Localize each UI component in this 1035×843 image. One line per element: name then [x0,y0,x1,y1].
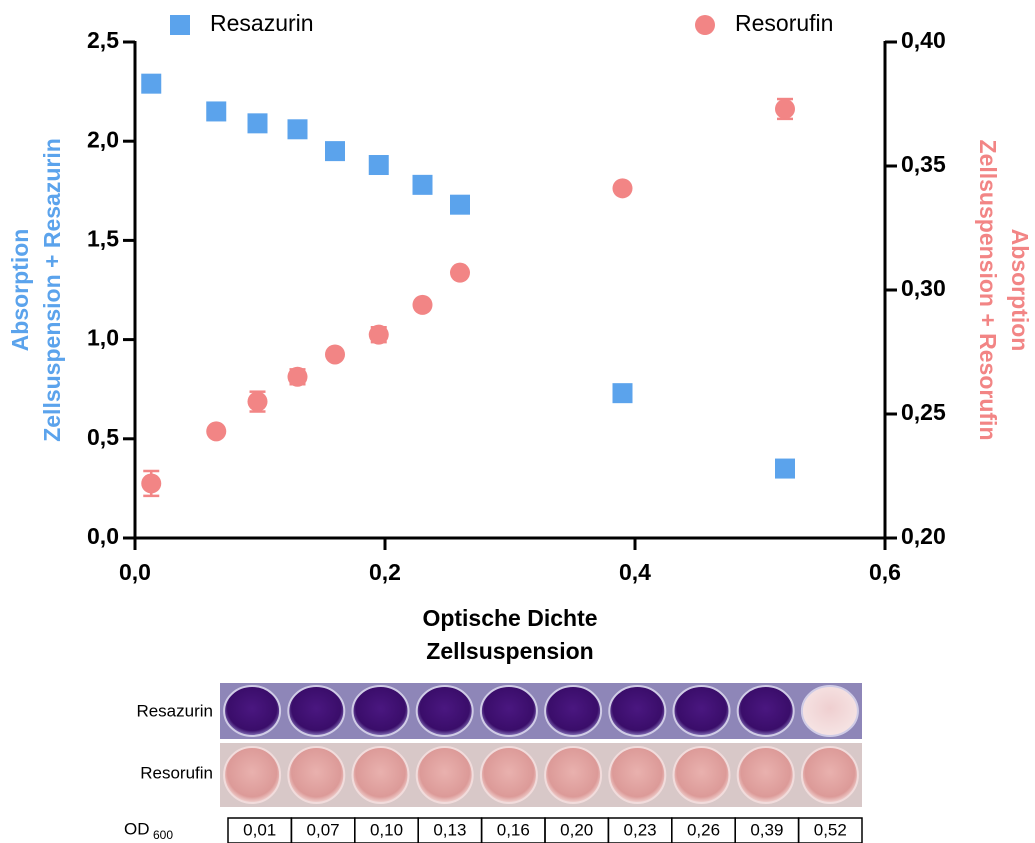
point [368,324,389,345]
point [412,294,433,315]
point [206,421,227,442]
od-label: OD [124,819,150,838]
y-tick-label: 2,0 [87,126,119,152]
point [287,366,308,387]
y-tick-label: 1,5 [87,225,119,251]
point [287,119,308,140]
od-value: 0,07 [307,820,340,839]
y2-axis-label: Absorption [1007,229,1033,352]
legend-marker [170,15,190,35]
od-value: 0,20 [560,820,593,839]
well [672,746,731,804]
od-subscript: 600 [153,828,173,842]
well [736,685,795,737]
od-value: 0,16 [497,820,530,839]
y-axis-label: Zellsuspension + Resazurin [39,138,65,442]
x-tick-label: 0,4 [619,559,651,585]
y-tick-label: 1,0 [87,325,119,351]
y2-axis-label: Zellsuspension + Resorufin [975,140,1001,441]
x-axis-label: Optische Dichte [422,605,597,631]
x-axis-label: Zellsuspension [426,638,593,664]
od-value: 0,23 [624,820,657,839]
well [479,685,538,737]
well [223,746,282,804]
row-label: Resazurin [136,701,213,720]
y-axis-label: Absorption [7,229,33,352]
point [450,262,470,283]
point [368,155,389,176]
y2-tick-label: 0,25 [901,399,946,425]
y2-tick-label: 0,30 [901,275,946,301]
point [325,141,345,162]
y-tick-label: 0,0 [87,523,119,549]
table-cell [797,817,863,843]
well [736,746,795,804]
well-photo [220,683,862,807]
y2-tick-label: 0,40 [901,27,946,53]
point [412,174,433,195]
y2-tick-label: 0,20 [901,523,946,549]
well [800,746,859,804]
well [672,685,731,737]
od-value: 0,26 [687,820,720,839]
well [287,685,346,737]
well [223,685,282,737]
od-table: 0,01 0,07 0,10 0,13 0,16 0,20 0,23 0,26 0,39 0,52 [227,817,863,843]
row-label: Resorufin [140,763,213,782]
point [775,458,795,479]
point [775,98,795,119]
od-value: 0,01 [243,820,276,839]
point [612,383,633,404]
x-tick-label: 0,0 [119,559,151,585]
legend-marker [695,15,715,35]
well [800,685,859,737]
y2-tick-label: 0,35 [901,151,946,177]
od-value: 0,10 [370,820,403,839]
od-value: 0,39 [750,820,783,839]
well [544,685,603,737]
point [247,113,268,134]
point [247,391,268,412]
well [287,746,346,804]
legend-label: Resorufin [735,10,833,36]
x-tick-label: 0,6 [869,559,901,585]
y-tick-label: 2,5 [87,27,119,53]
point [141,473,162,494]
point [450,194,470,215]
point [206,101,227,122]
well [544,746,603,804]
well [479,746,538,804]
well [415,685,474,737]
well [608,746,667,804]
well [351,746,410,804]
od-value: 0,13 [433,820,466,839]
point [325,344,345,365]
y-tick-label: 0,5 [87,424,119,450]
well [608,685,667,737]
well [351,685,410,737]
well [415,746,474,804]
x-tick-label: 0,2 [369,559,401,585]
point [141,73,162,94]
legend-label: Resazurin [210,10,314,36]
od-value: 0,52 [814,820,847,839]
point [612,178,633,199]
